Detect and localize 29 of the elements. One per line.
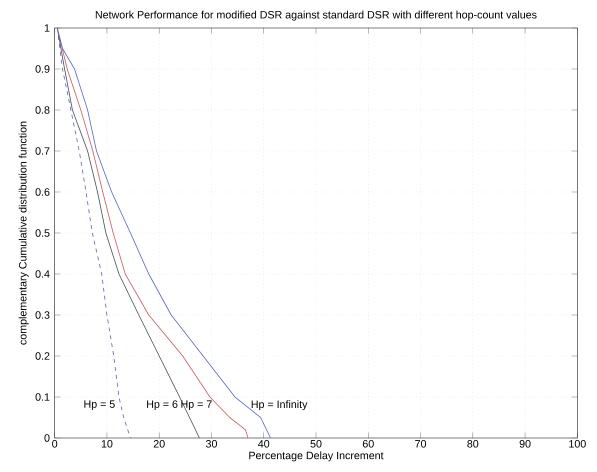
y-tick-label: 0.1 xyxy=(36,393,50,401)
y-tick-label: 0.7 xyxy=(36,147,50,155)
line-series xyxy=(56,28,131,438)
y-axis-title: complementary Cumulative distribution function xyxy=(18,122,29,345)
y-tick-label: 0.3 xyxy=(36,311,50,319)
y-tick-label: 0.8 xyxy=(36,106,50,114)
x-tick-label: 40 xyxy=(258,440,270,448)
y-tick-label: 1 xyxy=(44,24,50,32)
y-tick-label: 0.4 xyxy=(36,270,50,278)
x-tick-label: 60 xyxy=(362,440,374,448)
x-tick-label: 90 xyxy=(520,440,531,448)
series-label: Hp = 6 xyxy=(147,400,178,410)
x-axis-title: Percentage Delay Increment xyxy=(249,451,384,462)
x-tick-label: 50 xyxy=(310,440,322,448)
y-tick-label: 0.6 xyxy=(36,188,50,196)
chart-title: Network Performance for modified DSR against standard DSR with different hop-count values xyxy=(96,10,537,21)
y-tick-label: 0.5 xyxy=(36,229,50,237)
x-tick-label: 0 xyxy=(52,440,58,448)
x-tick-label: 30 xyxy=(206,440,217,448)
x-tick-label: 80 xyxy=(467,440,478,448)
series-label: Hp = Infinity xyxy=(252,400,308,410)
x-tick-label: 10 xyxy=(102,440,112,448)
x-tick-label: 100 xyxy=(569,440,586,448)
series-label: Hp = 5 xyxy=(84,400,115,410)
y-tick-label: 0.2 xyxy=(36,352,50,360)
y-tick-label: 0 xyxy=(44,434,50,442)
x-tick-label: 70 xyxy=(415,440,426,448)
y-tick-label: 0.9 xyxy=(36,65,50,73)
x-tick-label: 20 xyxy=(154,440,165,448)
